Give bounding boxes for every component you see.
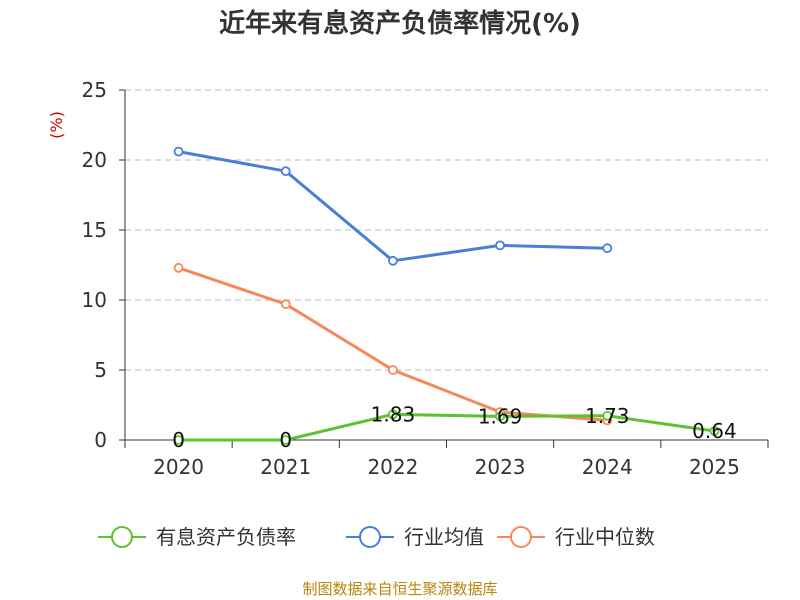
legend-label: 行业中位数: [555, 525, 655, 549]
data-point: [709, 426, 720, 436]
x-tick-label: 2020: [153, 455, 204, 479]
data-point: [173, 146, 184, 157]
data-point: [602, 243, 613, 254]
data-labels: 0 0 1.83 1.69 1.73 0.64: [172, 402, 736, 452]
y-tick-label: 10: [82, 288, 107, 312]
legend-label: 行业均值: [404, 525, 484, 549]
gridlines: [125, 89, 768, 371]
y-tick-label: 25: [82, 78, 107, 102]
data-label: 0: [172, 428, 185, 452]
data-point: [173, 262, 184, 273]
axes: [124, 90, 768, 441]
chart-title: 近年来有息资产负债率情况(%): [219, 8, 581, 39]
legend-label: 有息资产负债率: [156, 525, 296, 549]
data-point: [602, 410, 613, 421]
y-tick-label: 20: [82, 148, 107, 172]
data-label: 0: [279, 428, 292, 452]
series-line: [178, 412, 715, 442]
data-point: [280, 299, 291, 310]
series-1: [173, 146, 613, 266]
series-2: [173, 262, 613, 426]
y-tick-label: 15: [82, 218, 107, 242]
data-point: [280, 435, 291, 445]
legend-marker: [111, 526, 133, 548]
legend-item: 有息资产负债率: [98, 525, 296, 549]
x-tick-label: 2024: [582, 455, 633, 479]
y-tick-label: 5: [94, 358, 107, 382]
legend-marker: [359, 526, 381, 548]
data-point: [388, 255, 398, 266]
source-note: 制图数据来自恒生聚源数据库: [302, 580, 497, 598]
data-point: [280, 166, 291, 177]
legend-item: 行业中位数: [497, 525, 655, 549]
series-0: [173, 409, 720, 445]
legend-marker: [510, 526, 532, 548]
y-tick-label: 0: [94, 428, 107, 452]
data-point: [388, 365, 398, 375]
series-lines: [173, 146, 720, 445]
x-tick-label: 2022: [367, 455, 418, 479]
data-label: 1.73: [585, 404, 630, 428]
x-axis-ticks: 2020 2021 2022 2023 2024 2025: [124, 440, 769, 479]
data-label: 1.83: [371, 402, 416, 426]
series-line: [178, 150, 608, 263]
x-tick-label: 2021: [260, 455, 311, 479]
data-point: [495, 411, 505, 422]
data-point: [173, 435, 184, 445]
legend-item: 行业均值: [346, 525, 484, 549]
data-point: [388, 409, 398, 420]
x-tick-label: 2025: [689, 455, 740, 479]
x-tick-label: 2023: [475, 455, 526, 479]
data-point: [495, 240, 505, 251]
y-axis-ticks: 0 5 10 15 20 25: [82, 78, 125, 452]
data-label: 0.64: [692, 419, 737, 443]
series-line: [178, 266, 608, 422]
data-label: 1.69: [478, 404, 523, 428]
legend: 有息资产负债率 行业均值 行业中位数: [98, 525, 655, 549]
y-axis-unit-label: (%): [47, 111, 66, 139]
